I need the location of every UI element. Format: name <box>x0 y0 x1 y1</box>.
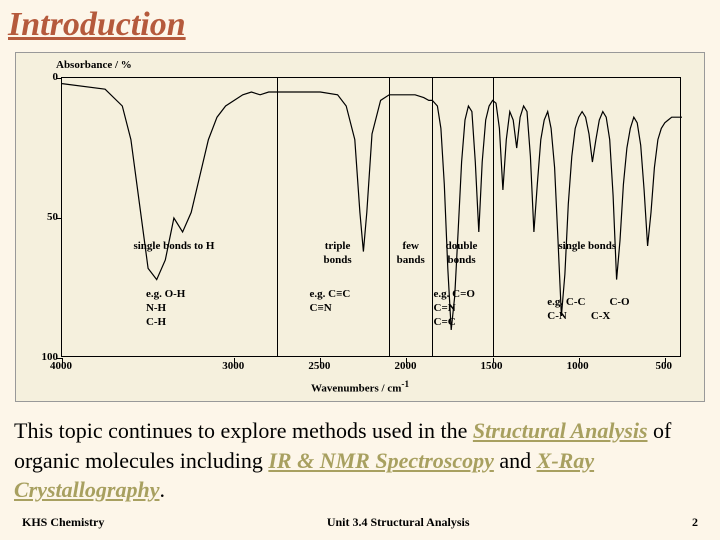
y-tick-label: 50 <box>47 211 58 223</box>
y-axis-label: Absorbance / % <box>56 59 132 71</box>
ir-spectrum-chart: Absorbance / % single bonds to H e.g. O-H… <box>15 52 705 402</box>
body-paragraph: This topic continues to explore methods … <box>0 402 720 505</box>
x-tick-label: 500 <box>656 360 673 372</box>
region-label: triplebonds <box>323 240 351 266</box>
footer-center: Unit 3.4 Structural Analysis <box>327 515 470 530</box>
x-tick-label: 3000 <box>222 360 244 372</box>
region-label: fewbands <box>397 240 425 266</box>
y-tick-label: 0 <box>53 71 59 83</box>
region-divider <box>277 78 278 356</box>
x-tick-label: 1000 <box>567 360 589 372</box>
region-example: e.g. C-CC-O C-NC-X <box>547 296 629 324</box>
para-text-3: and <box>494 448 537 473</box>
x-tick-label: 4000 <box>50 360 72 372</box>
para-text-4: . <box>159 477 165 502</box>
para-text-1: This topic continues to explore methods … <box>14 418 473 443</box>
kw-ir-nmr: IR & NMR Spectroscopy <box>268 448 494 473</box>
slide-footer: KHS Chemistry Unit 3.4 Structural Analys… <box>0 515 720 530</box>
region-label: single bonds to H <box>133 240 214 253</box>
region-label: single bonds <box>558 240 616 253</box>
region-example: e.g. C=O C=N C=C <box>434 288 475 329</box>
region-divider <box>493 78 494 356</box>
region-label: doublebonds <box>446 240 478 266</box>
x-tick-label: 2000 <box>394 360 416 372</box>
footer-right: 2 <box>692 515 698 530</box>
region-example: e.g. O-H N-H C-H <box>146 288 185 329</box>
plot-area: single bonds to H e.g. O-H N-H C-H tripleb… <box>61 77 681 357</box>
x-axis-label: Wavenumbers / cm-1 <box>311 379 409 395</box>
slide-title: Introduction <box>0 0 720 44</box>
footer-left: KHS Chemistry <box>22 515 104 530</box>
region-example: e.g. C≡C C≡N <box>310 288 351 316</box>
x-tick-label: 2500 <box>308 360 330 372</box>
region-divider <box>389 78 390 356</box>
x-tick-label: 1500 <box>481 360 503 372</box>
kw-structural-analysis: Structural Analysis <box>473 418 648 443</box>
